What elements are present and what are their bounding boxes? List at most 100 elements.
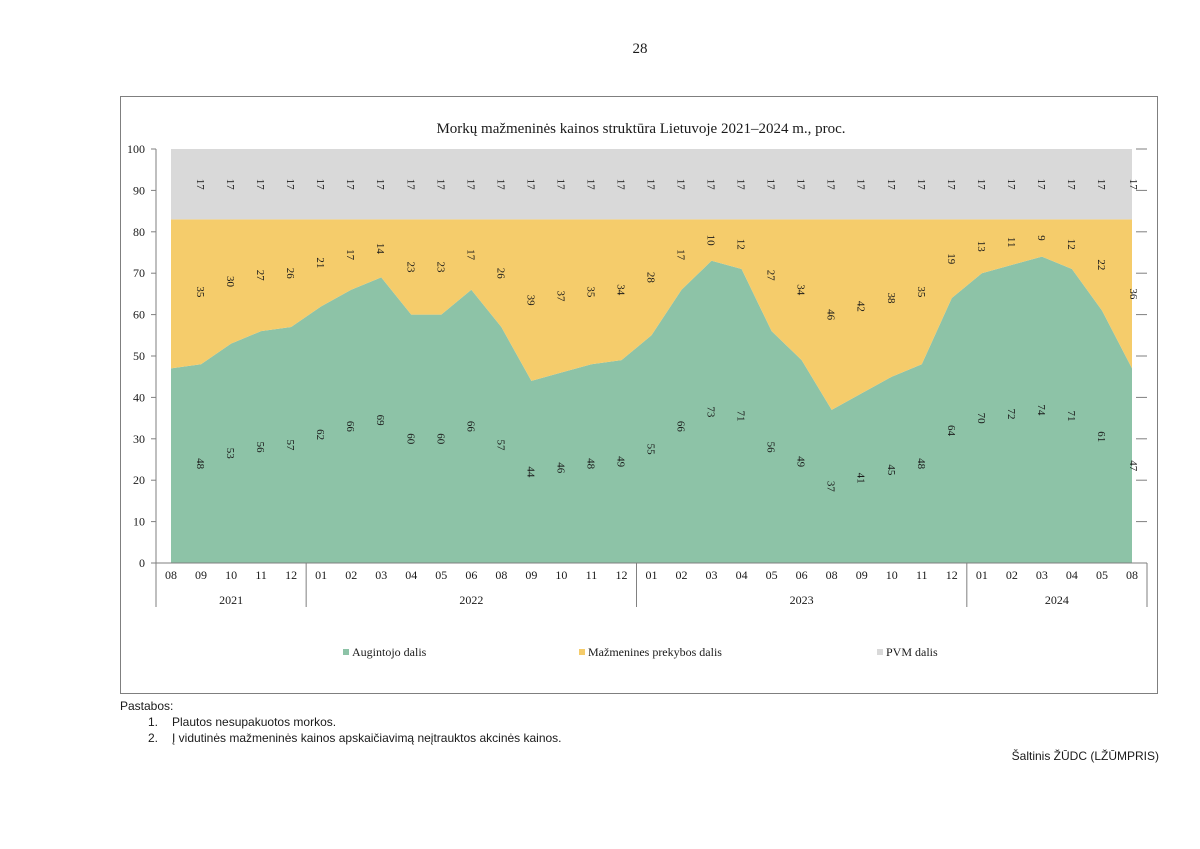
- data-label: 73: [705, 406, 717, 418]
- data-label: 44: [524, 466, 536, 478]
- data-label: 17: [314, 179, 326, 191]
- data-label: 56: [765, 442, 777, 454]
- data-label: 56: [254, 442, 266, 454]
- data-label: 34: [795, 284, 807, 296]
- data-label: 53: [224, 448, 236, 460]
- source-note: Šaltinis ŽŪDC (LŽŪMPRIS): [1011, 749, 1159, 763]
- y-tick-label: 20: [133, 473, 145, 487]
- x-tick-label: 08: [1126, 568, 1138, 582]
- x-tick-label: 08: [165, 568, 177, 582]
- x-tick-label: 05: [1096, 568, 1108, 582]
- note-text: Į vidutinės mažmeninės kainos apskaičiav…: [172, 731, 562, 745]
- note-number: 2.: [148, 731, 159, 745]
- data-label: 17: [1127, 179, 1139, 191]
- note-number: 1.: [148, 715, 159, 729]
- data-label: 26: [284, 268, 296, 280]
- data-label: 46: [825, 309, 837, 321]
- y-tick-label: 10: [133, 515, 145, 529]
- x-tick-label: 03: [375, 568, 387, 582]
- data-label: 17: [1035, 179, 1047, 191]
- data-label: 17: [675, 249, 687, 261]
- y-tick-label: 100: [127, 142, 145, 156]
- x-tick-label: 09: [856, 568, 868, 582]
- note-item: 2. Į vidutinės mažmeninės kainos apskaiči…: [120, 730, 562, 746]
- data-label: 71: [735, 411, 747, 422]
- data-label: 17: [494, 179, 506, 191]
- data-label: 37: [825, 481, 837, 493]
- x-tick-label: 05: [435, 568, 447, 582]
- data-label: 46: [554, 462, 566, 474]
- page-number: 28: [632, 41, 648, 57]
- data-label: 17: [194, 179, 206, 191]
- data-label: 60: [404, 433, 416, 445]
- data-label: 17: [735, 179, 747, 191]
- x-tick-label: 12: [946, 568, 958, 582]
- x-tick-label: 04: [405, 568, 417, 582]
- y-tick-label: 80: [133, 225, 145, 239]
- area-series-2: [171, 219, 1132, 410]
- y-tick-label: 90: [133, 183, 145, 197]
- data-label: 17: [344, 179, 356, 191]
- x-tick-label: 03: [706, 568, 718, 582]
- year-label: 2021: [219, 593, 243, 607]
- x-tick-label: 12: [285, 568, 297, 582]
- x-tick-label: 06: [465, 568, 477, 582]
- x-tick-label: 02: [345, 568, 357, 582]
- x-tick-label: 12: [615, 568, 627, 582]
- x-tick-label: 03: [1036, 568, 1048, 582]
- year-label: 2024: [1045, 593, 1069, 607]
- x-tick-label: 02: [1006, 568, 1018, 582]
- x-tick-label: 08: [495, 568, 507, 582]
- data-label: 74: [1035, 404, 1047, 416]
- legend-swatch: [877, 649, 883, 655]
- data-label: 9: [1035, 235, 1047, 241]
- data-label: 41: [855, 473, 867, 484]
- data-label: 60: [434, 433, 446, 445]
- legend-label: Mažmenines prekybos dalis: [588, 645, 722, 659]
- data-label: 23: [434, 261, 446, 273]
- y-tick-label: 0: [139, 556, 145, 570]
- y-tick-label: 50: [133, 349, 145, 363]
- x-tick-label: 09: [525, 568, 537, 582]
- data-label: 14: [374, 243, 386, 255]
- data-label: 17: [1005, 179, 1017, 191]
- data-label: 17: [374, 179, 386, 191]
- data-label: 17: [1095, 179, 1107, 191]
- data-label: 17: [645, 179, 657, 191]
- data-label: 39: [524, 295, 536, 307]
- data-label: 70: [975, 413, 987, 425]
- data-label: 23: [404, 261, 416, 273]
- data-label: 49: [614, 456, 626, 468]
- data-label: 55: [645, 444, 657, 456]
- data-label: 66: [344, 421, 356, 433]
- data-label: 57: [284, 440, 296, 452]
- data-label: 61: [1095, 431, 1107, 442]
- x-tick-label: 01: [646, 568, 658, 582]
- legend-label: PVM dalis: [886, 645, 938, 659]
- x-tick-label: 06: [796, 568, 808, 582]
- data-label: 17: [885, 179, 897, 191]
- data-label: 17: [434, 179, 446, 191]
- data-label: 12: [1065, 239, 1077, 250]
- legend-swatch: [579, 649, 585, 655]
- data-label: 13: [975, 241, 987, 253]
- x-tick-label: 02: [676, 568, 688, 582]
- x-tick-label: 10: [225, 568, 237, 582]
- x-tick-label: 10: [886, 568, 898, 582]
- data-label: 10: [705, 235, 717, 247]
- data-label: 21: [314, 257, 326, 268]
- y-tick-label: 70: [133, 266, 145, 280]
- stacked-area-chart: Morkų mažmeninės kainos struktūra Lietuv…: [127, 121, 1148, 659]
- data-label: 17: [765, 179, 777, 191]
- data-label: 17: [524, 179, 536, 191]
- data-label: 17: [344, 249, 356, 261]
- data-label: 19: [945, 253, 957, 265]
- data-label: 48: [194, 458, 206, 470]
- data-label: 17: [584, 179, 596, 191]
- data-label: 12: [735, 239, 747, 250]
- data-label: 17: [464, 249, 476, 261]
- y-tick-label: 60: [133, 308, 145, 322]
- data-label: 38: [885, 293, 897, 305]
- data-label: 57: [494, 440, 506, 452]
- data-label: 48: [584, 458, 596, 470]
